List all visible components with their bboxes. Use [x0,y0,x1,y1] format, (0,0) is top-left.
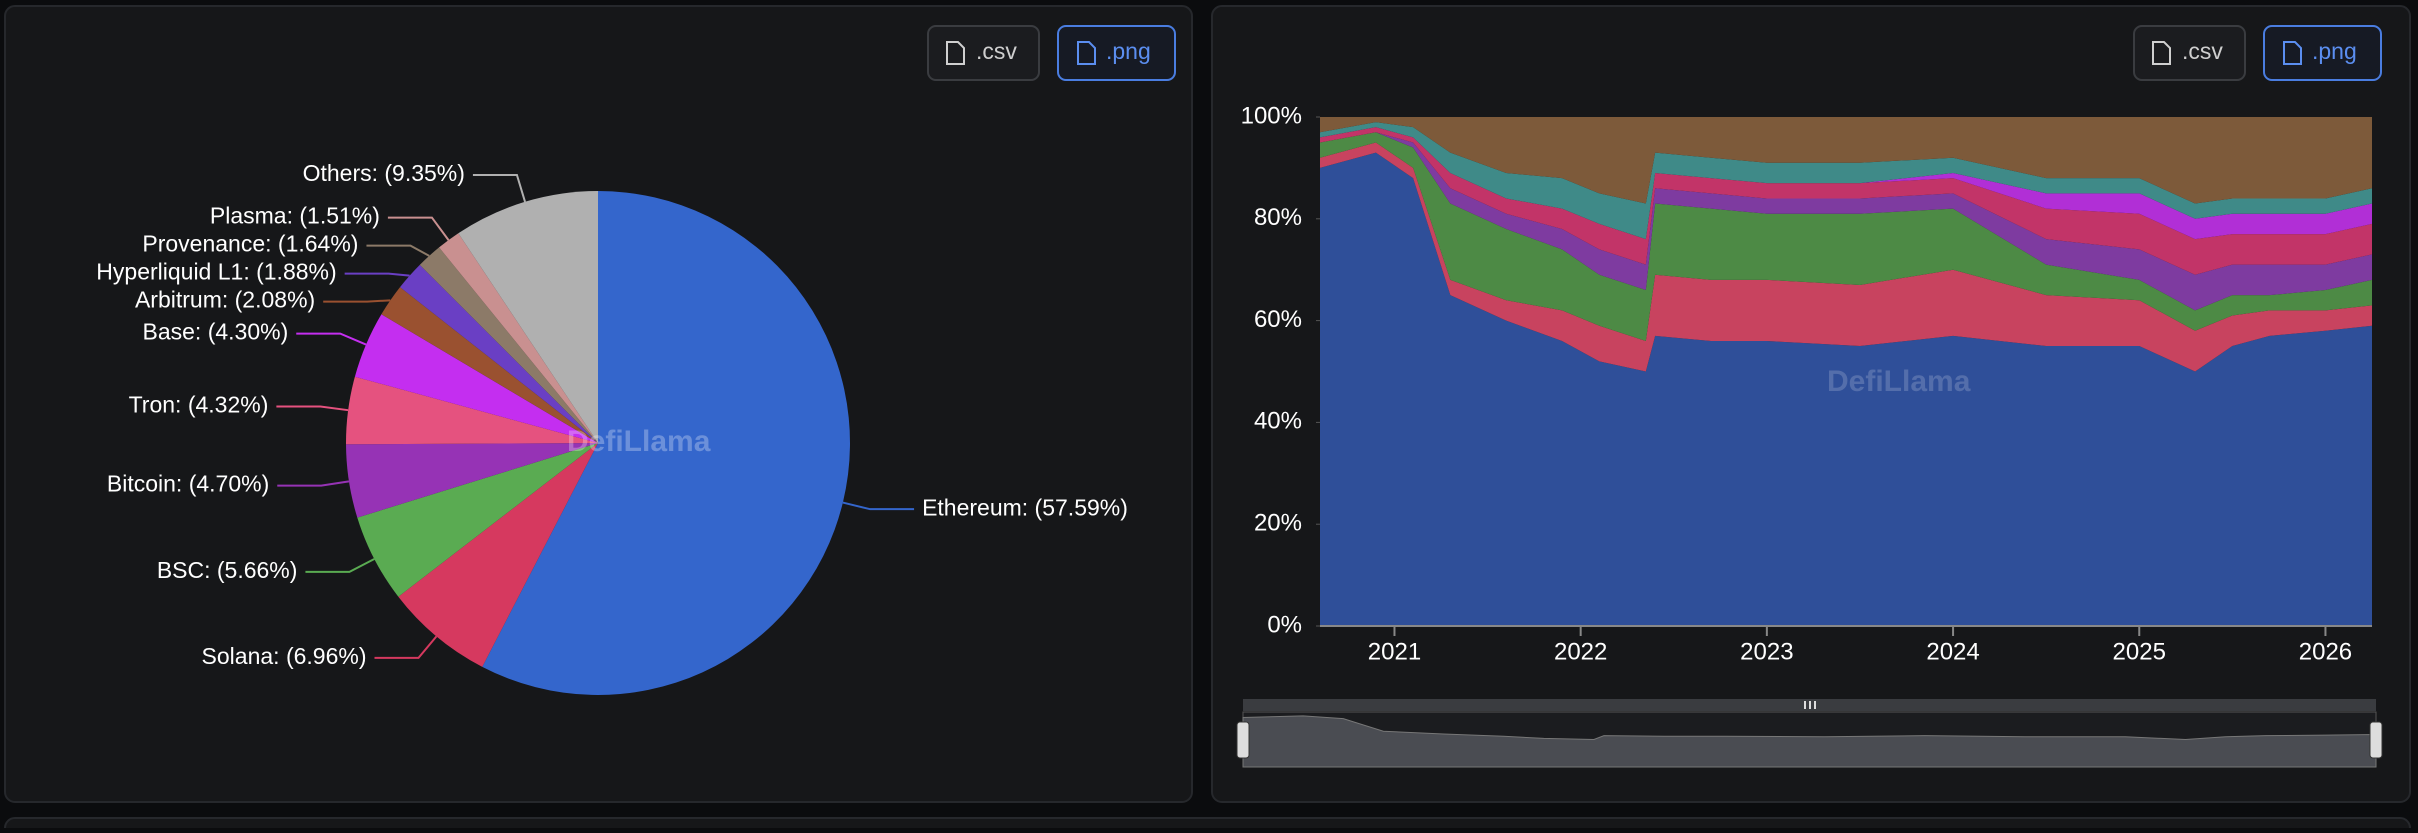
pie-slice [354,314,598,443]
button-label: .csv [2182,38,2223,64]
file-icon [946,41,965,65]
button-frame [2263,25,2382,81]
slice-label: Ethereum: (57.59%) [922,494,1128,520]
pie-slice [346,376,598,445]
file-icon [2283,41,2302,65]
area-series [1320,127,2372,275]
x-tick-label: 2021 [1368,638,1421,665]
leader-line [366,244,430,257]
button-frame [1057,25,1176,81]
y-tick-label: 100% [1241,102,1302,129]
button-label: .png [1106,38,1151,64]
leader-line [472,173,526,203]
area-series [1320,127,2372,240]
pie-slice [419,247,598,443]
x-tick-label: 2024 [1926,638,1979,665]
button-frame [2133,25,2246,81]
slice-label: Hyperliquid L1: (1.88%) [96,259,336,285]
csv-button[interactable]: .csv [2133,25,2246,81]
pie-slice [439,233,598,443]
slice-label: Solana: (6.96%) [202,643,367,669]
leader-line [276,405,349,412]
png-button[interactable]: .png [2263,25,2382,81]
watermark: DefiLlama [567,425,711,458]
area-series [1320,132,2372,311]
leader-line [387,216,450,241]
y-tick-label: 0% [1267,611,1302,638]
png-button[interactable]: .png [1057,25,1176,81]
y-tick-label: 20% [1254,510,1302,537]
file-icon [2152,41,2171,65]
area-series [1320,152,2372,626]
leader-line [323,299,391,303]
leader-line [296,332,367,346]
pie-slice [482,191,850,695]
leader-line [344,272,410,277]
slice-label: Plasma: (1.51%) [210,203,380,229]
pie-slice [398,443,598,667]
pie-slice [381,287,598,443]
csv-button[interactable]: .csv [927,25,1040,81]
pie-chart: Ethereum: (57.59%) Solana: (6.96%) BSC: (5… [96,160,1128,695]
area-chart: 0% 20% 40% 60% 80% 100% 2021 2022 2023 2024 2025 20… [1236,102,2383,768]
area-series [1320,132,2372,341]
navigator-area [1242,715,2377,768]
leader-line [374,635,438,659]
x-tick-label: 2025 [2113,638,2166,665]
navigator-handle[interactable] [1236,721,1250,759]
slice-label: Others: (9.35%) [303,160,465,186]
slice-label: Base: (4.30%) [143,319,289,345]
y-tick-label: 80% [1254,204,1302,231]
pie-slice [346,443,598,518]
area-series [1320,122,2372,240]
watermark: DefiLlama [1827,365,1971,398]
button-frame [927,25,1040,81]
area-series [1320,117,2372,204]
y-tick-label: 40% [1254,408,1302,435]
slice-label: Provenance: (1.64%) [142,231,358,257]
button-label: .csv [976,38,1017,64]
x-tick-label: 2026 [2299,638,2352,665]
slice-label: Arbitrum: (2.08%) [135,287,315,313]
navigator-handle[interactable] [2369,721,2383,759]
pie-slice [458,191,598,443]
slice-label: Bitcoin: (4.70%) [107,471,269,497]
x-tick-label: 2023 [1740,638,1793,665]
pie-slice [357,443,598,597]
y-tick-label: 60% [1254,306,1302,333]
file-icon [1077,41,1096,65]
leader-line [305,558,375,573]
area-series [1320,142,2372,372]
button-label: .png [2312,38,2357,64]
leader-line [842,501,915,511]
next-panel [4,817,2411,833]
slice-label: BSC: (5.66%) [157,557,298,583]
slice-label: Tron: (4.32%) [129,392,269,418]
pie-slice [400,264,598,443]
x-tick-label: 2022 [1554,638,1607,665]
overlay: DefiLlama DefiLlama [567,365,1971,458]
leader-line [277,480,350,487]
